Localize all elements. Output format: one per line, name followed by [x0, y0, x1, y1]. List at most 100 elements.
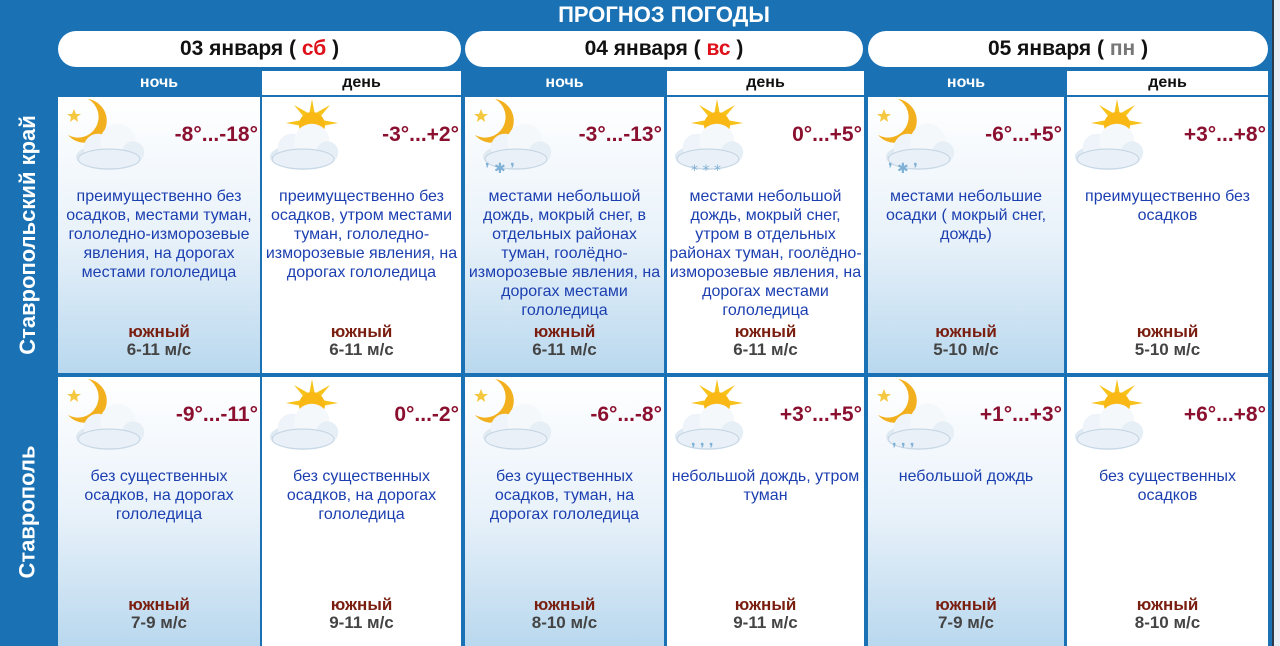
wind-speed: 6-11 м/с	[329, 340, 394, 359]
wind-direction: южный	[330, 322, 393, 341]
svg-text:* * *: * * *	[691, 163, 721, 177]
period-header-night: ночь	[465, 71, 664, 95]
forecast-cell: -3°...+2° преимущественно без осадков, ут…	[262, 97, 461, 373]
wind-speed: 6-11 м/с	[733, 340, 798, 359]
forecast-cell: -6°...-8° без существенных осадков, туман…	[465, 377, 664, 646]
svg-text:❜ ✱ ❜: ❜ ✱ ❜	[888, 161, 918, 177]
sun-cloud-weather-icon	[264, 97, 354, 177]
sun-cloud-weather-icon	[264, 377, 354, 457]
scrollbar[interactable]	[1272, 0, 1280, 646]
wind-direction: южный	[533, 595, 596, 614]
weekday-label: пн	[1109, 37, 1136, 60]
period-header-night: ночь	[868, 71, 1064, 95]
wind-speed: 8-10 м/с	[531, 613, 598, 632]
svg-text:❜ ❜ ❜: ❜ ❜ ❜	[892, 441, 914, 457]
wind-info: южный 6-11 м/с	[58, 323, 260, 359]
temperature: 0°...+5°	[792, 123, 862, 146]
forecast-cell: * * * 0°...+5° местами небольшой дождь, мо…	[667, 97, 864, 373]
weather-description: местами небольшой дождь, мокрый снег, ут…	[669, 188, 862, 319]
region-name: Ставропольский край	[14, 115, 40, 355]
wind-speed: 5-10 м/с	[933, 340, 999, 359]
date-header: 04 января ( вс )	[465, 31, 863, 67]
wind-info: южный 8-10 м/с	[1067, 596, 1268, 632]
wind-direction: южный	[734, 322, 797, 341]
moon-cloud-sleet-weather-icon: ❜ ✱ ❜	[870, 97, 960, 177]
svg-text:❜ ✱ ❜: ❜ ✱ ❜	[485, 161, 515, 177]
region-name: Ставрополь	[14, 445, 40, 578]
temperature: +6°...+8°	[1183, 403, 1266, 426]
weather-description: преимущественно без осадков	[1085, 188, 1250, 224]
wind-speed: 7-9 м/с	[937, 613, 995, 632]
temperature: -8°...-18°	[174, 123, 258, 146]
sun-cloud-rain-weather-icon: ❜ ❜ ❜	[669, 377, 759, 457]
wind-direction: южный	[330, 595, 393, 614]
sun-cloud-weather-icon	[1069, 97, 1159, 177]
moon-cloud-rain-weather-icon: ❜ ❜ ❜	[870, 377, 960, 457]
wind-speed: 8-10 м/с	[1134, 613, 1201, 632]
weekday-label: сб	[301, 37, 327, 60]
period-header-day: день	[1067, 71, 1268, 95]
wind-info: южный 8-10 м/с	[465, 596, 664, 632]
weather-description: преимущественно без осадков, утром места…	[265, 188, 458, 281]
temperature: +1°...+3°	[979, 403, 1062, 426]
weather-description: небольшой дождь, утром туман	[671, 468, 860, 504]
temperature: -3°...+2°	[382, 123, 459, 146]
period-header-day: день	[667, 71, 864, 95]
forecast-cell: 0°...-2° без существенных осадков, на дор…	[262, 377, 461, 646]
svg-text:❜ ❜ ❜: ❜ ❜ ❜	[691, 441, 713, 457]
wind-speed: 9-11 м/с	[329, 613, 394, 632]
page-title: ПРОГНОЗ ПОГОДЫ	[558, 2, 770, 27]
temperature: -9°...-11°	[175, 403, 258, 426]
moon-cloud-sleet-weather-icon: ❜ ✱ ❜	[467, 97, 557, 177]
forecast-cell: ❜ ❜ ❜ +1°...+3° небольшой дождь южный 7-9 м/…	[868, 377, 1064, 646]
date-label: 04 января (	[584, 37, 707, 60]
forecast-cell: ❜ ✱ ❜ -3°...-13° местами небольшой дождь, …	[465, 97, 664, 373]
wind-info: южный 6-11 м/с	[262, 323, 461, 359]
temperature: +3°...+8°	[1183, 123, 1266, 146]
moon-cloud-weather-icon	[60, 97, 150, 177]
date-header: 03 января ( сб )	[58, 31, 461, 67]
wind-speed: 6-11 м/с	[126, 340, 192, 359]
region-label: Ставрополь	[0, 377, 55, 646]
wind-direction: южный	[533, 322, 596, 341]
wind-direction: южный	[734, 595, 797, 614]
temperature: 0°...-2°	[394, 403, 459, 426]
weather-description: без существенных осадков, на дорогах гол…	[84, 468, 234, 523]
forecast-cell: +6°...+8° без существенных осадков южный 8-…	[1067, 377, 1268, 646]
wind-direction: южный	[1136, 595, 1199, 614]
weather-description: без существенных осадков, на дорогах гол…	[286, 468, 437, 523]
wind-info: южный 5-10 м/с	[868, 323, 1064, 359]
weekday-label: вс	[706, 37, 731, 60]
weather-description: без существенных осадков	[1099, 468, 1236, 504]
wind-info: южный 9-11 м/с	[262, 596, 461, 632]
wind-direction: южный	[128, 595, 190, 614]
wind-info: южный 5-10 м/с	[1067, 323, 1268, 359]
temperature: -6°...+5°	[985, 123, 1062, 146]
wind-speed: 6-11 м/с	[532, 340, 597, 359]
period-header-night: ночь	[58, 71, 260, 95]
wind-info: южный 9-11 м/с	[667, 596, 864, 632]
sun-cloud-weather-icon	[1069, 377, 1159, 457]
region-label: Ставропольский край	[0, 97, 55, 373]
temperature: +3°...+5°	[779, 403, 862, 426]
date-header: 05 января ( пн )	[868, 31, 1268, 67]
weather-description: местами небольшой дождь, мокрый снег, в …	[468, 188, 661, 319]
wind-speed: 5-10 м/с	[1134, 340, 1201, 359]
wind-speed: 9-11 м/с	[733, 613, 798, 632]
weather-description: небольшой дождь	[898, 468, 1034, 485]
temperature: -3°...-13°	[578, 123, 662, 146]
wind-direction: южный	[128, 322, 190, 341]
forecast-cell: ❜ ❜ ❜ +3°...+5° небольшой дождь, утром тум…	[667, 377, 864, 646]
wind-direction: южный	[1136, 322, 1199, 341]
region-column	[0, 0, 55, 646]
wind-direction: южный	[935, 595, 997, 614]
date-label: 05 января (	[987, 37, 1110, 60]
moon-cloud-weather-icon	[467, 377, 557, 457]
weather-description: преимущественно без осадков, местами тум…	[66, 188, 252, 281]
forecast-cell: +3°...+8° преимущественно без осадков южны…	[1067, 97, 1268, 373]
date-suffix: )	[326, 37, 340, 60]
forecast-cell: -9°...-11° без существенных осадков, на д…	[58, 377, 260, 646]
temperature: -6°...-8°	[590, 403, 662, 426]
date-suffix: )	[1135, 37, 1149, 60]
weather-description: без существенных осадков, туман, на доро…	[489, 468, 640, 523]
